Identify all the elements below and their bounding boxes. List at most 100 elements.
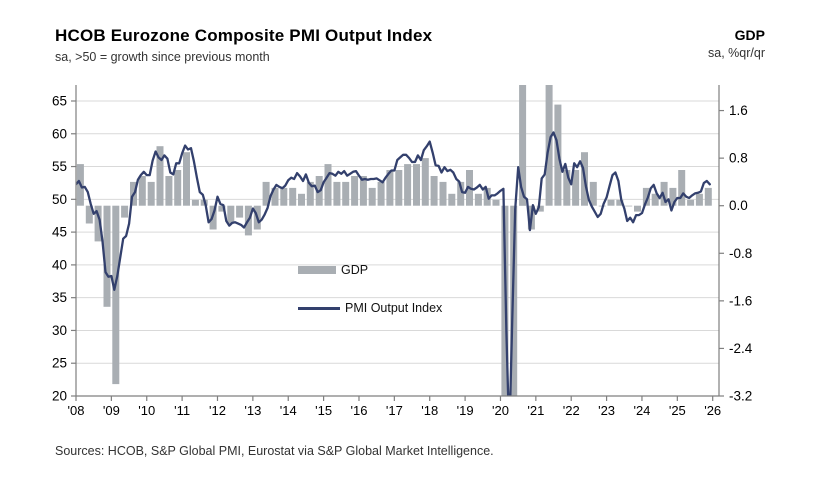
legend-item-pmi: PMI Output Index (298, 298, 442, 318)
gdp-bar (678, 170, 686, 206)
x-axis-tick-label: '23 (598, 403, 615, 418)
pmi-swatch (298, 306, 340, 310)
gdp-bar (183, 152, 190, 206)
x-axis-tick-label: '09 (103, 403, 120, 418)
y-axis-tick-label-right: 0.8 (729, 151, 748, 166)
legend-label-gdp: GDP (341, 263, 369, 277)
gdp-bar (519, 85, 527, 206)
gdp-bar (359, 176, 367, 206)
y-axis-tick-label-right: 0.0 (729, 198, 748, 213)
y-axis-tick-label-right: -3.2 (729, 389, 752, 404)
gdp-bar (572, 170, 580, 206)
y-axis-tick-label-right: -1.6 (729, 293, 752, 308)
gdp-bar (669, 187, 677, 206)
gdp-bar (156, 146, 164, 206)
gdp-bar (430, 176, 438, 206)
gdp-bar (165, 176, 173, 206)
gdp-bar (404, 164, 412, 206)
x-axis-tick-label: '21 (527, 403, 544, 418)
gdp-bar (147, 181, 155, 206)
gdp-bar (536, 205, 544, 212)
gdp-bar (218, 205, 226, 212)
y-axis-tick-label-left: 55 (52, 159, 67, 174)
x-axis-tick-label: '15 (315, 403, 332, 418)
x-axis-tick-label: '16 (351, 403, 368, 418)
y-axis-tick-label-right: -0.8 (729, 246, 752, 261)
gdp-bar (138, 176, 146, 206)
x-axis-tick-label: '22 (563, 403, 580, 418)
legend: GDP PMI Output Index (298, 260, 442, 336)
gdp-bar (306, 181, 314, 206)
right-axis-title: GDP (734, 27, 765, 43)
y-axis-tick-label-right: 1.6 (729, 103, 748, 118)
x-axis-tick-label: '18 (421, 403, 438, 418)
gdp-bar (103, 205, 111, 307)
y-axis-tick-label-left: 50 (52, 192, 67, 207)
gdp-bar (386, 170, 394, 206)
x-axis-tick-label: '26 (704, 403, 721, 418)
y-axis-tick-label-left: 65 (52, 93, 67, 108)
gdp-bar (227, 205, 235, 224)
y-axis-tick-label-right: -2.4 (729, 341, 753, 356)
x-axis-tick-label: '19 (457, 403, 474, 418)
legend-item-gdp: GDP (298, 260, 442, 280)
gdp-bar (457, 181, 465, 206)
x-axis-tick-label: '11 (174, 403, 190, 418)
gdp-bar (271, 187, 279, 206)
gdp-bar (112, 205, 120, 385)
gdp-bar (333, 181, 341, 206)
gdp-bar (351, 176, 359, 206)
y-axis-tick-label-left: 25 (52, 356, 67, 371)
gdp-bar (625, 205, 633, 207)
y-axis-tick-label-left: 60 (52, 126, 67, 141)
x-axis-tick-label: '17 (386, 403, 403, 418)
gdp-bar (589, 181, 597, 206)
gdp-bar (280, 187, 288, 206)
y-axis-tick-label-left: 35 (52, 290, 67, 305)
gdp-bar (94, 205, 102, 242)
y-axis-tick-label-left: 40 (52, 257, 67, 272)
gdp-bar (342, 181, 350, 206)
source-note: Sources: HCOB, S&P Global PMI, Eurostat … (55, 444, 494, 458)
gdp-bar (191, 199, 199, 206)
gdp-bar (439, 181, 447, 206)
right-axis-subtitle: sa, %qr/qr (708, 46, 765, 60)
gdp-bar (377, 181, 385, 206)
pmi-line (76, 131, 711, 396)
y-axis-tick-label-left: 20 (52, 389, 67, 404)
gdp-swatch (298, 266, 336, 274)
gdp-bar (421, 158, 429, 206)
gdp-bar (262, 181, 270, 206)
gdp-bar (121, 205, 129, 218)
x-axis-tick-label: '10 (138, 403, 155, 418)
gdp-bar (687, 199, 695, 206)
gdp-bar (704, 187, 712, 206)
plot-series-group (76, 85, 712, 396)
x-axis-tick-label: '25 (669, 403, 686, 418)
x-axis-tick-label: '24 (633, 403, 650, 418)
chart-title: HCOB Eurozone Composite PMI Output Index (55, 26, 433, 45)
x-axis-tick-label: '13 (244, 403, 261, 418)
gdp-bar (298, 193, 305, 206)
x-axis-tick-label: '08 (68, 403, 85, 418)
gdp-bar (448, 193, 456, 206)
x-axis-tick-label: '14 (280, 403, 297, 418)
chart-subtitle: sa, >50 = growth since previous month (55, 50, 270, 64)
gdp-bar (474, 193, 482, 206)
gdp-bar (695, 193, 703, 206)
y-axis-tick-label-left: 45 (52, 225, 67, 240)
gdp-bar (85, 205, 93, 224)
y-axis-tick-label-left: 30 (52, 323, 67, 338)
x-axis-tick-label: '12 (209, 403, 226, 418)
gdp-bar (607, 199, 615, 206)
gdp-bar (563, 170, 571, 206)
gdp-bar (616, 199, 624, 206)
gdp-bar (174, 170, 182, 206)
gdp-bar (413, 164, 420, 206)
legend-label-pmi: PMI Output Index (345, 301, 443, 315)
x-axis-tick-label: '20 (492, 403, 509, 418)
gdp-bar (642, 187, 650, 206)
gdp-bar (289, 187, 297, 206)
gdp-bar (324, 164, 332, 206)
